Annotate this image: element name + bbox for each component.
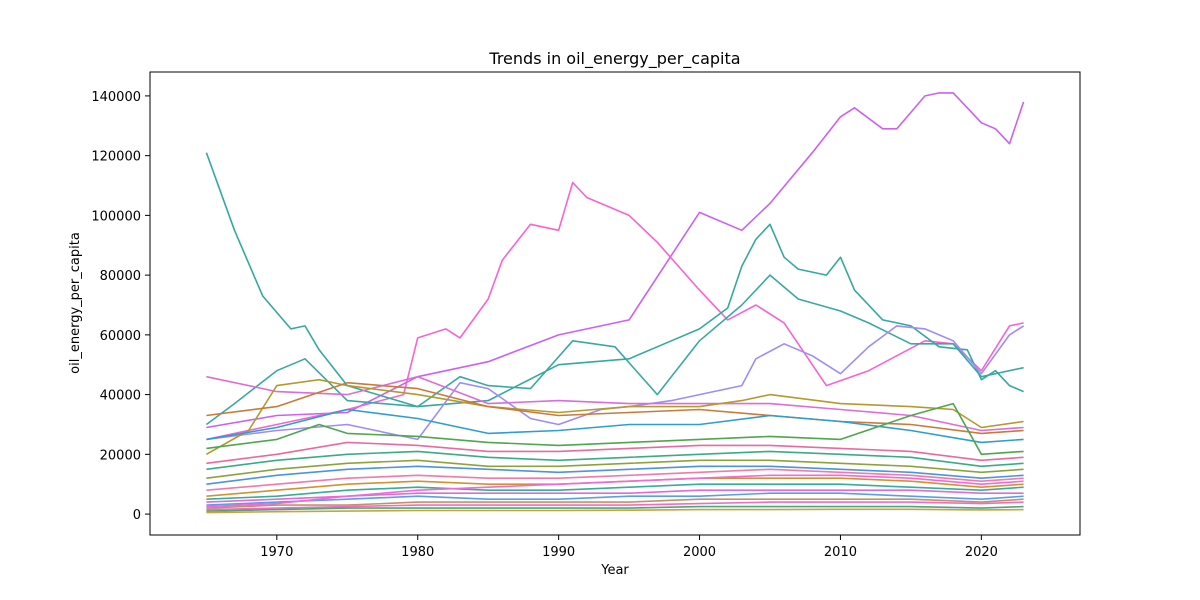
y-tick-label: 20000: [100, 448, 141, 463]
x-tick-label: 1980: [401, 545, 434, 560]
plot-frame: [149, 71, 1081, 536]
x-tick-label: 2020: [965, 545, 998, 560]
series-line-12: [206, 450, 1024, 471]
series-line-21: [206, 501, 1024, 511]
series-line-4: [205, 274, 1024, 426]
series-line-23: [206, 508, 1024, 514]
series-line-15: [206, 468, 1024, 491]
series-line-5: [206, 325, 1025, 441]
series-line-20: [206, 498, 1024, 509]
y-tick-label: 40000: [100, 389, 141, 404]
series-line-3: [205, 152, 1024, 408]
series-line-1: [206, 92, 1025, 429]
plot-area: [150, 72, 1080, 535]
series-line-13: [206, 459, 1024, 479]
y-axis-label: oil_energy_per_capita: [68, 232, 83, 374]
x-tick-label: 1990: [542, 545, 575, 560]
x-axis-label: Year: [600, 563, 629, 578]
x-tick-label: 1970: [260, 545, 293, 560]
series-line-8: [206, 381, 1024, 435]
series-line-19: [206, 492, 1024, 506]
series-line-9: [206, 408, 1024, 444]
y-tick-label: 120000: [91, 150, 141, 165]
y-axis: 0 20000 40000 60000 80000 100000 120000 140000: [91, 90, 150, 523]
y-tick-label: 100000: [91, 209, 141, 224]
x-tick-label: 2000: [683, 545, 716, 560]
y-tick-label: 140000: [91, 90, 141, 105]
series-line-14: [206, 465, 1024, 485]
series-line-2: [206, 181, 1024, 441]
series-layer: [205, 92, 1025, 514]
series-line-17: [206, 483, 1024, 500]
series-line-7: [206, 378, 1024, 455]
series-line-22: [206, 505, 1024, 512]
y-tick-label: 80000: [100, 269, 141, 284]
series-line-11: [206, 441, 1024, 465]
y-tick-label: 0: [133, 508, 141, 523]
chart-title: Trends in oil_energy_per_capita: [488, 49, 740, 69]
x-axis: 1970 1980 1990 2000 2010 2020: [260, 535, 998, 560]
x-tick-label: 2010: [824, 545, 857, 560]
y-tick-label: 60000: [100, 329, 141, 344]
series-line-24: [206, 474, 1024, 508]
series-line-10: [206, 402, 1024, 456]
